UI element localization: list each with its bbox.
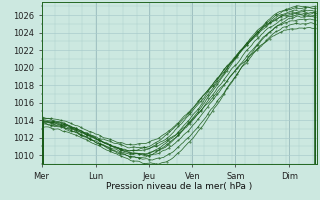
X-axis label: Pression niveau de la mer( hPa ): Pression niveau de la mer( hPa ) <box>106 182 252 191</box>
